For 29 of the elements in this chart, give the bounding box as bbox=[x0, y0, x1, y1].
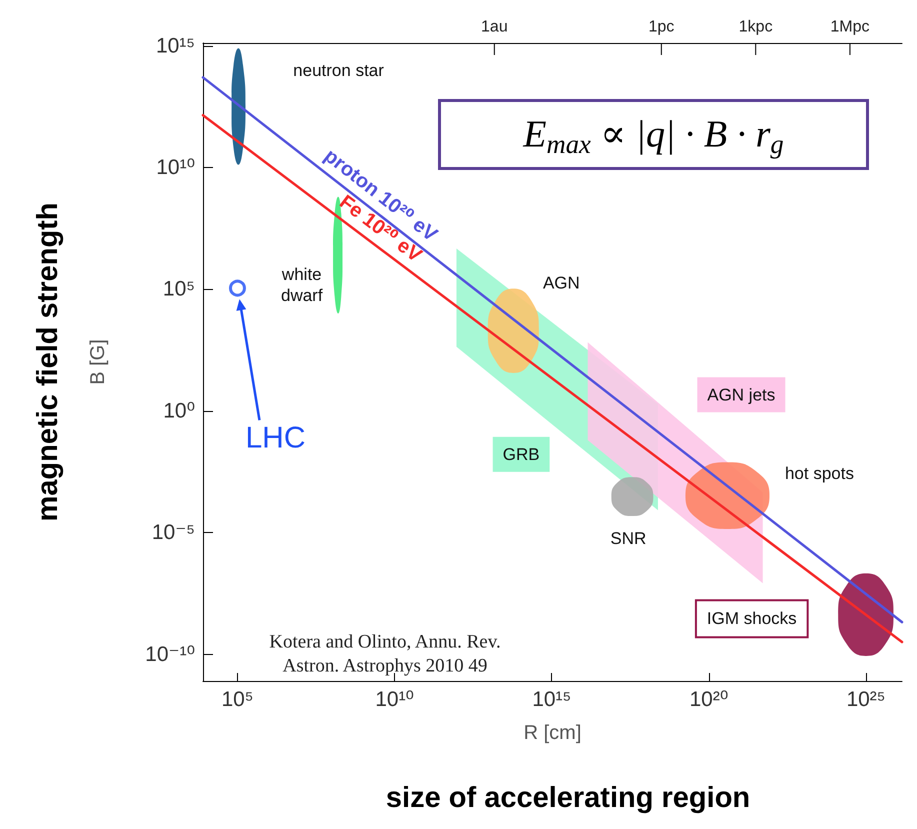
y-tick-label: 10⁻¹⁰ bbox=[145, 642, 195, 666]
text: magnetic field strength bbox=[32, 202, 64, 522]
text: neutron star bbox=[293, 60, 384, 80]
text: 1au bbox=[481, 18, 508, 36]
y-tick-label: 10⁻⁵ bbox=[152, 521, 195, 544]
y-tick-label: 10¹⁵ bbox=[156, 34, 195, 58]
series-label: GRB bbox=[502, 444, 540, 464]
series-label: AGN jets bbox=[707, 385, 776, 404]
text: 1kpc bbox=[738, 18, 773, 36]
series-label: white dwarf bbox=[280, 265, 323, 306]
y-axis-title: B [G] bbox=[87, 339, 109, 385]
x-axis-title: R [cm] bbox=[524, 722, 582, 744]
text: LHC bbox=[245, 422, 306, 455]
series-label: SNR bbox=[610, 529, 646, 548]
x-tick-label: 10¹⁵ bbox=[532, 688, 572, 711]
y-tick-label: 10¹⁰ bbox=[156, 156, 195, 179]
text: IGM shocks bbox=[706, 609, 797, 628]
x-tick-label: 10²⁵ bbox=[846, 688, 886, 711]
x-tick-label: 10¹⁰ bbox=[375, 688, 414, 711]
series-label: AGN bbox=[542, 273, 580, 292]
y-tick-label: 10⁰ bbox=[163, 399, 195, 422]
annotation: Kotera and Olinto, Annu. Rev. Astron. Astrophys 2010 49 bbox=[269, 632, 501, 676]
x-tick-label: 10²⁰ bbox=[689, 688, 728, 711]
x-tick-label: 10⁵ bbox=[221, 688, 254, 711]
text: 1pc bbox=[648, 18, 674, 36]
series-label: hot spots bbox=[784, 464, 854, 484]
text: size of accelerating region bbox=[386, 782, 750, 814]
y-tick-label: 10⁵ bbox=[162, 278, 195, 301]
text: 1Mpc bbox=[830, 18, 870, 36]
